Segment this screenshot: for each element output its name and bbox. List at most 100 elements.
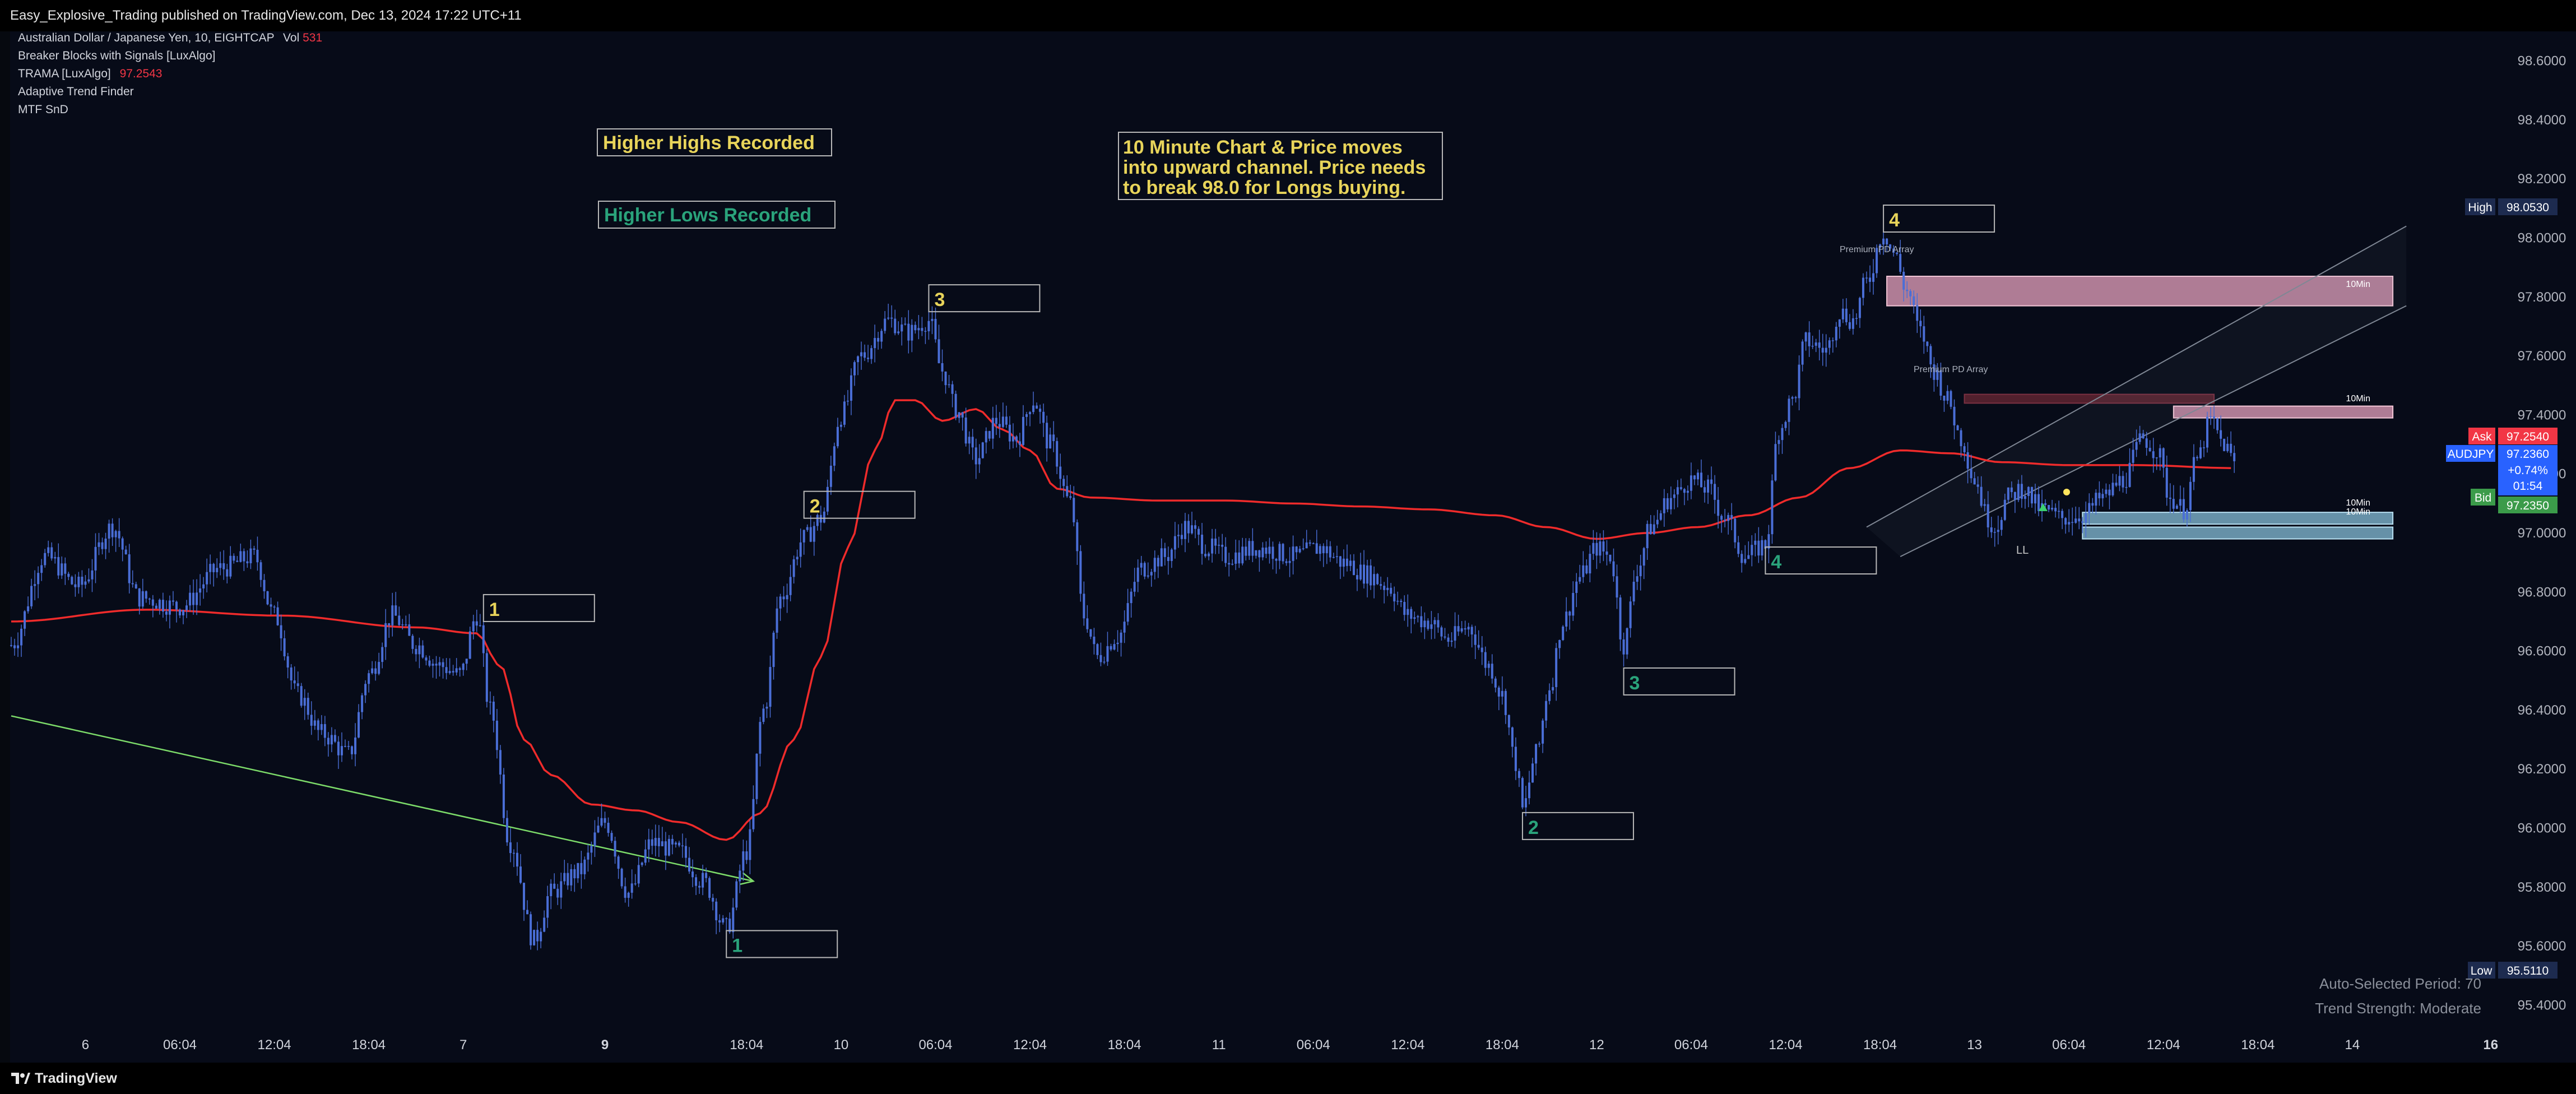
time-axis[interactable]: 6 06:04 12:04 18:04 7 9 18:04 10 06:04 12:04 18:04… [82, 1037, 2498, 1053]
candle-body [270, 604, 272, 607]
swing-high-2[interactable]: 2 [803, 490, 916, 519]
channel-upper-line[interactable] [1866, 225, 2407, 528]
swing-box [482, 594, 595, 622]
legend-indicator-mtf-snd[interactable]: MTF SnD [18, 103, 68, 116]
candle-body [2003, 499, 2006, 520]
candle-body [1062, 479, 1065, 486]
candle-body [799, 542, 802, 557]
candle-body [1811, 345, 1814, 347]
candle-body [587, 852, 590, 860]
tradingview-logo-icon[interactable] [10, 1070, 30, 1086]
premium-zone-2[interactable] [2173, 405, 2394, 419]
candle-body [233, 555, 235, 561]
candle-body [523, 883, 526, 910]
x-tick-label: 13 [1967, 1037, 1982, 1053]
candle-body [1265, 548, 1268, 554]
y-tick-label: 96.2000 [2518, 762, 2566, 777]
candle-body [134, 584, 137, 588]
x-tick-label: 12:04 [1769, 1037, 1802, 1053]
trama-line[interactable] [11, 399, 2231, 841]
candle-body [1079, 551, 1082, 594]
candle-body [1507, 715, 1510, 727]
candle-body [1231, 563, 1234, 565]
candle-body [1457, 626, 1460, 632]
higher-lows-note[interactable]: Higher Lows Recorded [598, 201, 836, 229]
swing-low-4[interactable]: 4 [1765, 546, 1877, 575]
candle-body [1545, 701, 1548, 721]
channel-lower-line[interactable] [1900, 305, 2407, 558]
green-trendline[interactable] [11, 715, 754, 882]
candle-body [1950, 391, 1952, 407]
candle-body [2128, 462, 2131, 487]
candle-body [2155, 457, 2158, 458]
candle-body [1011, 436, 1014, 442]
swing-low-2[interactable]: 2 [1521, 812, 1634, 840]
demand-zone-2[interactable] [2082, 526, 2394, 540]
candle-body [1211, 538, 1214, 554]
candle-body [1818, 342, 1821, 348]
candle-body [1447, 637, 1450, 642]
legend-vol-label: Vol [283, 31, 299, 44]
candle-body [361, 695, 364, 712]
candle-body [944, 371, 947, 386]
analysis-note[interactable]: 10 Minute Chart & Price moves into upwar… [1118, 132, 1443, 200]
swing-low-1[interactable]: 1 [726, 930, 838, 958]
trend-strength-text: Trend Strength: Moderate [2315, 1000, 2481, 1017]
candle-body [1015, 436, 1018, 442]
candle-body [614, 841, 616, 857]
candle-body [158, 600, 161, 609]
candle-body [222, 563, 225, 569]
candle-body [1882, 238, 1885, 245]
candle-body [1876, 248, 1878, 274]
candle-body [1710, 479, 1713, 484]
candle-body [1393, 594, 1396, 602]
candle-body [77, 576, 80, 587]
candle-body [867, 358, 870, 359]
candle-body [1757, 540, 1760, 556]
x-tick-label: 7 [459, 1037, 467, 1053]
candle-body [1116, 642, 1119, 645]
last-price-tag: AUDJPY 97.2360 +0.74% 01:54 [2446, 445, 2558, 495]
candle-body [2074, 518, 2077, 523]
y-tick-label: 98.0000 [2518, 231, 2566, 246]
candle-body [1585, 565, 1588, 574]
candle-body [165, 611, 168, 615]
swing-low-3[interactable]: 3 [1623, 667, 1735, 696]
tf-label-demand-2: 10Min [2346, 507, 2370, 517]
candle-body [1096, 644, 1099, 655]
candle-body [1865, 277, 1868, 279]
candle-body [998, 424, 1001, 427]
legend-indicator-trama[interactable]: TRAMA [LuxAlgo] 97.2543 [18, 67, 163, 80]
candle-body [1777, 440, 1780, 444]
swing-high-3[interactable]: 3 [928, 284, 1041, 313]
candle-body [954, 393, 957, 418]
candle-body [1602, 541, 1605, 552]
y-tick-label: 97.8000 [2518, 290, 2566, 305]
legend-indicator-trend-finder[interactable]: Adaptive Trend Finder [18, 85, 134, 98]
higher-highs-note[interactable]: Higher Highs Recorded [597, 128, 832, 156]
candle-body [1963, 446, 1966, 452]
candle-body [937, 339, 940, 363]
low-tag-value: 95.5110 [2507, 965, 2549, 977]
swing-high-4[interactable]: 4 [1883, 205, 1995, 233]
candle-body [179, 609, 181, 615]
candle-body [1845, 308, 1848, 322]
tradingview-brand[interactable]: TradingView [35, 1070, 117, 1086]
candle-body [1562, 627, 1565, 641]
price-axis[interactable]: 95.4000 95.6000 95.8000 96.0000 96.2000 96.40… [2498, 31, 2576, 1035]
candle-body [870, 348, 873, 359]
candle-body [64, 563, 67, 574]
candle-body [1167, 557, 1169, 561]
candle-body [661, 841, 663, 846]
candle-body [40, 565, 43, 573]
candle-body [378, 662, 380, 674]
swing-high-1[interactable]: 1 [482, 594, 595, 622]
legend-indicator-breaker[interactable]: Breaker Blocks with Signals [LuxAlgo] [18, 49, 216, 62]
candle-body [1720, 516, 1723, 520]
candle-body [1238, 552, 1241, 564]
x-tick-label: 10 [834, 1037, 849, 1053]
candle-body [1370, 565, 1372, 586]
candle-body [67, 573, 70, 577]
